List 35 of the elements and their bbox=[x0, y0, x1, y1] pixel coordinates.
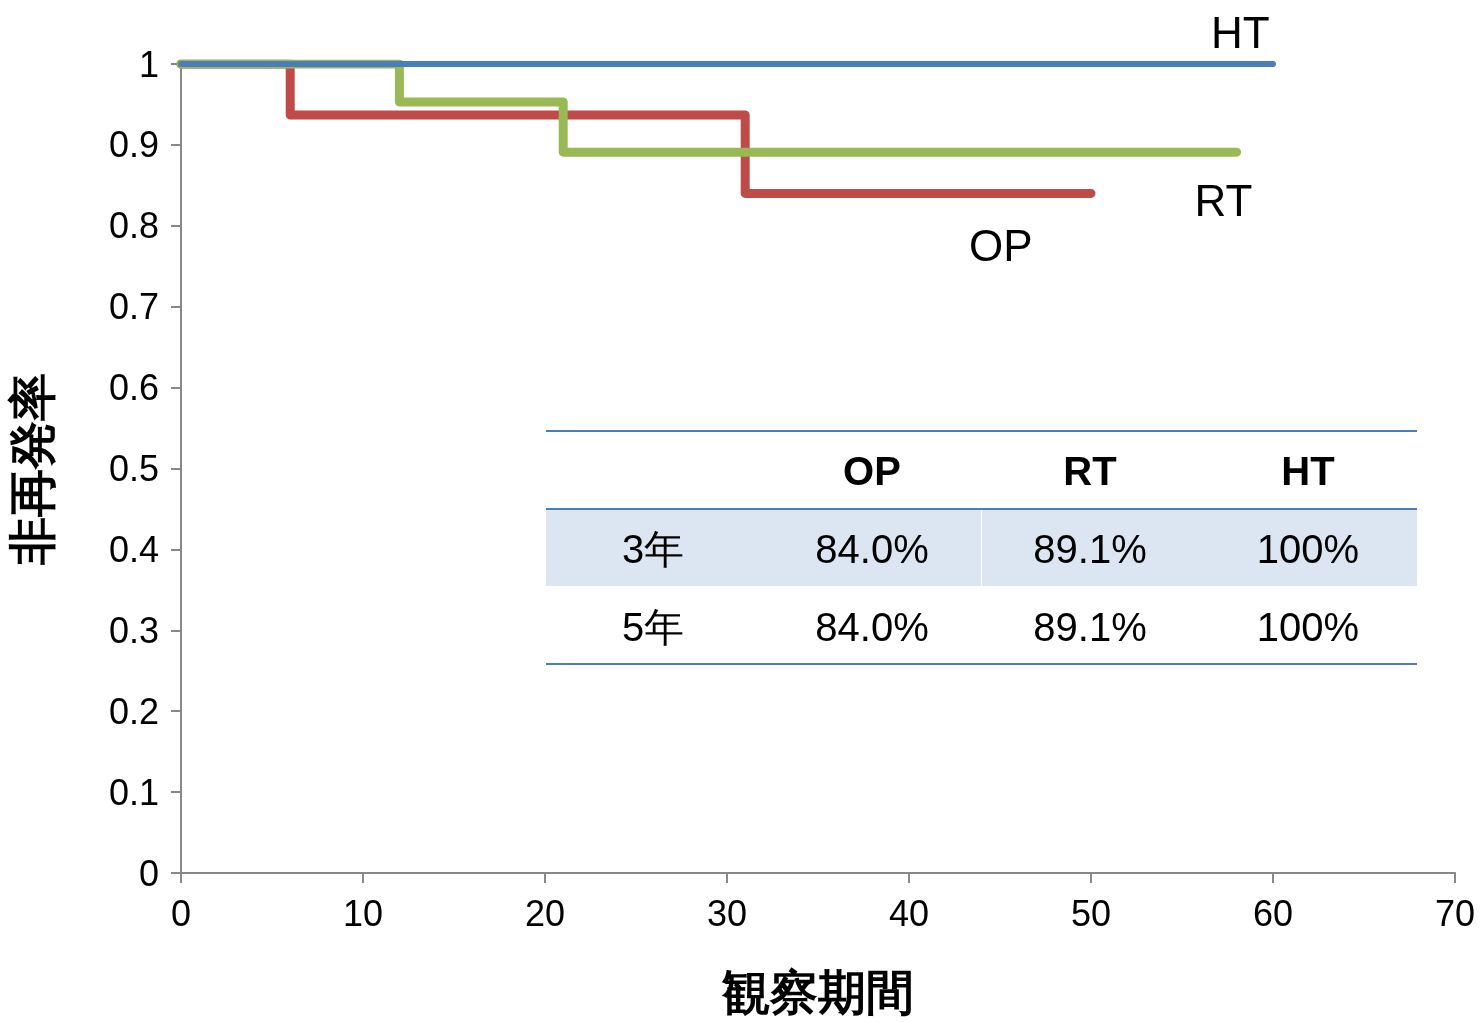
annotation: 89.1% bbox=[1032, 526, 1148, 573]
y-tick-label: 0.7 bbox=[108, 286, 159, 328]
y-tick-label: 0.4 bbox=[108, 528, 159, 570]
y-tick-label: 0.1 bbox=[108, 771, 159, 813]
x-axis-title: 観察期間 bbox=[721, 965, 914, 1019]
x-tick-label: 0 bbox=[170, 892, 192, 934]
annotation: 100% bbox=[1255, 604, 1361, 651]
x-tick-label: 60 bbox=[1252, 892, 1294, 934]
series-label: OP bbox=[969, 220, 1033, 270]
series-label: HT bbox=[1211, 7, 1270, 57]
y-tick-label: 0.5 bbox=[108, 448, 159, 489]
annotation: 3年 bbox=[620, 526, 686, 573]
y-tick-label: 1 bbox=[138, 43, 159, 85]
annotation: 5年 bbox=[620, 604, 686, 651]
x-tick-label: 20 bbox=[524, 892, 566, 934]
annotation: HT bbox=[1280, 448, 1336, 495]
annotation: 100% bbox=[1255, 526, 1361, 573]
y-tick-label: 0.9 bbox=[108, 124, 159, 166]
annotation: RT bbox=[1062, 448, 1118, 495]
y-tick-label: 0.3 bbox=[108, 609, 159, 651]
y-axis-title: 非再発率 bbox=[5, 372, 59, 566]
y-tick-label: 0.6 bbox=[108, 367, 159, 409]
x-tick-label: 30 bbox=[706, 892, 748, 934]
series-label: RT bbox=[1194, 175, 1253, 225]
x-tick-label: 40 bbox=[888, 892, 930, 934]
annotation: 84.0% bbox=[814, 526, 930, 573]
x-tick-label: 10 bbox=[342, 892, 384, 934]
annotation: 89.1% bbox=[1032, 604, 1148, 651]
y-tick-label: 0 bbox=[138, 852, 159, 894]
x-tick-label: 50 bbox=[1070, 892, 1112, 934]
y-tick-label: 0.2 bbox=[108, 690, 159, 732]
y-tick-label: 0.8 bbox=[108, 205, 159, 247]
annotation: OP bbox=[842, 448, 902, 495]
annotation: 84.0% bbox=[814, 604, 930, 651]
x-tick-label: 70 bbox=[1434, 892, 1476, 934]
